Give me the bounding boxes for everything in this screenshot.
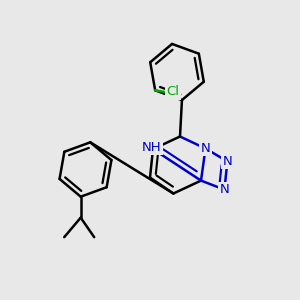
Text: NH: NH [142, 141, 161, 154]
Text: Cl: Cl [167, 85, 180, 98]
Text: N: N [201, 142, 210, 155]
Text: N: N [223, 155, 232, 168]
Text: N: N [220, 183, 229, 196]
